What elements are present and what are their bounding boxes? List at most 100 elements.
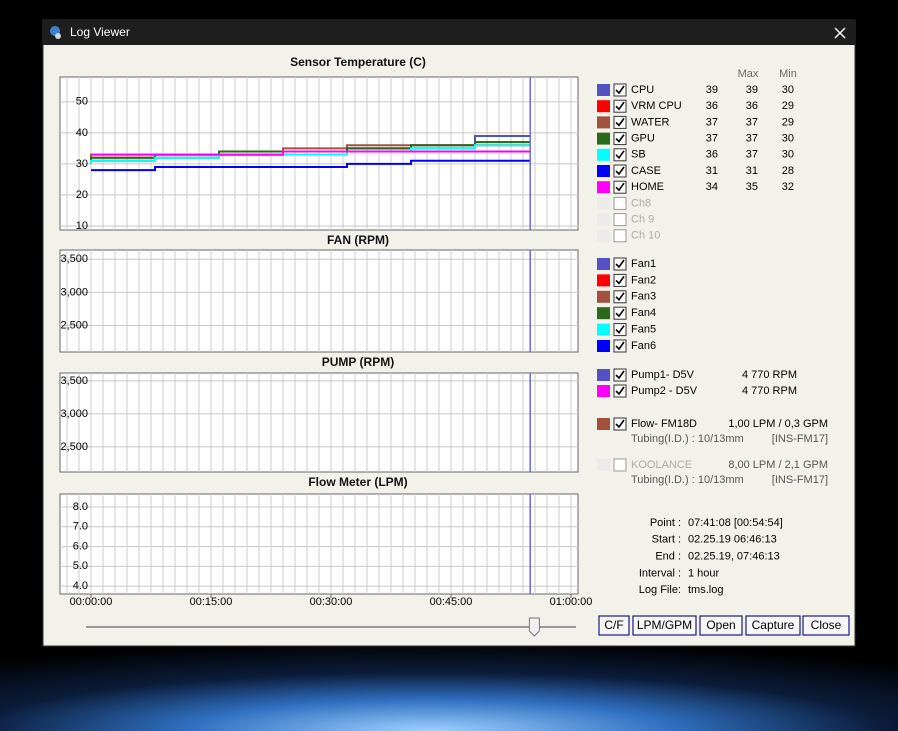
checkbox[interactable]	[613, 115, 627, 129]
min-value: 30	[782, 133, 794, 145]
checkbox[interactable]	[613, 83, 627, 97]
checkbox-box	[613, 213, 627, 227]
channel-name: Fan6	[631, 340, 656, 352]
y-tick-label: 2,500	[60, 319, 88, 331]
check-mark	[615, 182, 625, 192]
x-tick-label: 01:00:00	[550, 596, 593, 608]
reading: 4 770 RPM	[742, 385, 797, 397]
max-value: 39	[746, 84, 758, 96]
checkbox[interactable]	[613, 99, 627, 113]
color-swatch	[597, 369, 610, 381]
button[interactable]: C/F	[598, 615, 630, 636]
channel-name: Ch8	[631, 197, 651, 209]
channel-name: Fan4	[631, 307, 656, 319]
channel-name: Fan3	[631, 291, 656, 303]
checkbox-box	[613, 458, 627, 472]
color-swatch	[597, 274, 610, 287]
checkbox-box	[613, 417, 627, 431]
y-tick-label: 3,500	[60, 375, 88, 387]
checkbox[interactable]	[613, 339, 627, 353]
y-tick-label: 3,000	[60, 408, 88, 420]
current-value: 34	[706, 181, 718, 193]
y-tick-label: 10	[76, 220, 88, 232]
chart-title: Sensor Temperature (C)	[290, 55, 426, 69]
color-swatch	[597, 340, 610, 352]
button-face	[632, 615, 697, 636]
channel-name: Fan5	[631, 324, 656, 336]
checkbox[interactable]	[613, 196, 627, 210]
info-label: Start :	[652, 534, 681, 546]
close-window[interactable]	[834, 27, 846, 39]
channel-name: Fan1	[631, 258, 656, 270]
button-label: C/F	[604, 618, 623, 632]
checkbox[interactable]	[613, 290, 627, 304]
color-swatch	[597, 459, 610, 471]
color-swatch	[597, 323, 610, 336]
checkbox[interactable]	[613, 458, 627, 472]
checkbox-box	[613, 83, 627, 97]
reading: 1,00 LPM / 0,3 GPM	[728, 418, 828, 430]
checkbox[interactable]	[613, 132, 627, 146]
checkbox[interactable]	[613, 148, 627, 162]
checkbox-box	[613, 273, 627, 287]
y-tick-label: 40	[76, 127, 88, 139]
checkbox[interactable]	[613, 213, 627, 227]
button-label: LPM/GPM	[637, 618, 692, 632]
checkbox[interactable]	[613, 323, 627, 337]
min-value: 28	[782, 165, 794, 177]
channel-name: VRM CPU	[631, 100, 682, 112]
x-tick-label: 00:45:00	[430, 596, 473, 608]
button-face	[598, 615, 630, 636]
checkbox[interactable]	[613, 417, 627, 431]
channel-name: CPU	[631, 84, 654, 96]
y-tick-label: 7.0	[73, 521, 88, 533]
checkbox[interactable]	[613, 306, 627, 320]
channel-name: Ch 9	[631, 214, 654, 226]
channel-name: Pump2 - D5V	[631, 385, 698, 397]
checkbox-box	[613, 148, 627, 162]
checkbox-box	[613, 290, 627, 304]
app-icon-dot	[55, 33, 61, 39]
info-label: Log File:	[639, 584, 681, 596]
button[interactable]: Capture	[745, 615, 801, 636]
checkbox[interactable]	[613, 164, 627, 178]
current-value: 37	[706, 116, 718, 128]
checkbox[interactable]	[613, 229, 627, 243]
button[interactable]: LPM/GPM	[632, 615, 697, 636]
min-value: 29	[782, 116, 794, 128]
checkbox-box	[613, 384, 627, 398]
check-mark	[615, 117, 625, 127]
min-value: 30	[782, 149, 794, 161]
button-label: Capture	[752, 618, 795, 632]
x-tick-label: 00:30:00	[310, 596, 353, 608]
checkbox[interactable]	[613, 180, 627, 194]
button[interactable]: Open	[699, 615, 743, 636]
max-value: 36	[746, 100, 758, 112]
info-value: tms.log	[688, 584, 723, 596]
check-mark	[615, 419, 625, 429]
series-line	[91, 159, 531, 172]
y-tick-label: 4.0	[73, 580, 88, 592]
color-swatch	[597, 100, 610, 113]
color-swatch	[597, 385, 610, 397]
current-value: 36	[706, 149, 718, 161]
series-line	[91, 150, 531, 156]
current-value: 36	[706, 100, 718, 112]
sensor-id: [INS-FM17]	[772, 433, 828, 445]
x-tick-label: 00:15:00	[190, 596, 233, 608]
checkbox[interactable]	[613, 273, 627, 287]
slider-thumb[interactable]	[528, 617, 540, 637]
channel-name: GPU	[631, 133, 655, 145]
checkbox[interactable]	[613, 384, 627, 398]
min-value: 32	[782, 181, 794, 193]
checkbox-box	[613, 229, 627, 243]
button-label: Open	[706, 618, 735, 632]
check-mark	[615, 166, 625, 176]
checkbox[interactable]	[613, 368, 627, 382]
check-mark	[615, 325, 625, 334]
button[interactable]: Close	[802, 615, 850, 636]
max-header: Max	[738, 68, 759, 80]
checkbox[interactable]	[613, 257, 627, 271]
